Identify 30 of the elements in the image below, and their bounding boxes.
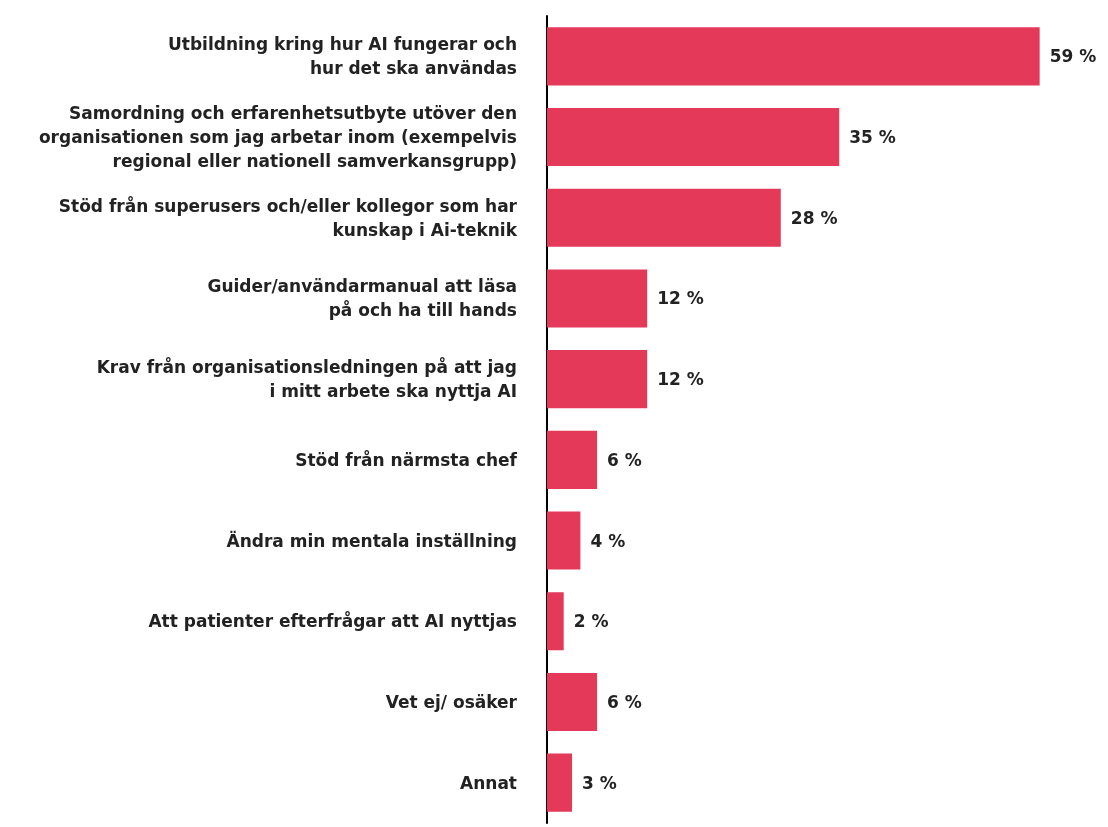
bar bbox=[547, 511, 581, 570]
y-tick-label: Vet ej/ osäker bbox=[385, 691, 518, 712]
data-label: 59 % bbox=[1049, 46, 1097, 67]
bar bbox=[547, 592, 564, 651]
y-tick-label: Utbildning kring hur AI fungerar och hur det ska användas bbox=[168, 34, 517, 79]
bar bbox=[547, 108, 840, 167]
data-label: 6 % bbox=[607, 691, 642, 712]
data-label: 12 % bbox=[657, 288, 704, 309]
data-label: 6 % bbox=[607, 449, 642, 470]
y-tick-label: Annat bbox=[460, 772, 517, 793]
bar bbox=[547, 188, 781, 247]
data-label: 12 % bbox=[657, 369, 704, 390]
data-label: 35 % bbox=[849, 127, 896, 148]
data-label: 4 % bbox=[590, 530, 626, 551]
bar bbox=[547, 350, 648, 409]
y-tick-label: Stöd från närmsta chef bbox=[295, 448, 518, 470]
y-tick-label: Guider/användarmanual att läsa på och ha till hands bbox=[207, 276, 517, 321]
bar bbox=[547, 672, 598, 731]
y-tick-label: Krav från organisationsledningen på att jag i mitt arbete ska nyttja AI bbox=[96, 356, 517, 402]
data-label: 2 % bbox=[573, 611, 609, 632]
y-tick-label: Samordning och erfarenhetsutbyte utöver den organisationen som jag arbetar inom (exempelvis regional eller nationell samverkansgrupp) bbox=[38, 103, 517, 172]
data-label: 28 % bbox=[790, 207, 838, 228]
bar bbox=[547, 753, 573, 812]
data-label: 3 % bbox=[582, 772, 617, 793]
y-tick-label: Att patienter efterfrågar att AI nyttjas bbox=[148, 610, 517, 632]
y-tick-label: Ändra min mentala inställning bbox=[226, 529, 517, 551]
y-tick-label: Stöd från superusers och/eller kollegor som har kunskap i Ai-teknik bbox=[58, 194, 518, 240]
bar bbox=[547, 430, 598, 489]
bar bbox=[547, 269, 648, 328]
bar bbox=[547, 27, 1040, 86]
